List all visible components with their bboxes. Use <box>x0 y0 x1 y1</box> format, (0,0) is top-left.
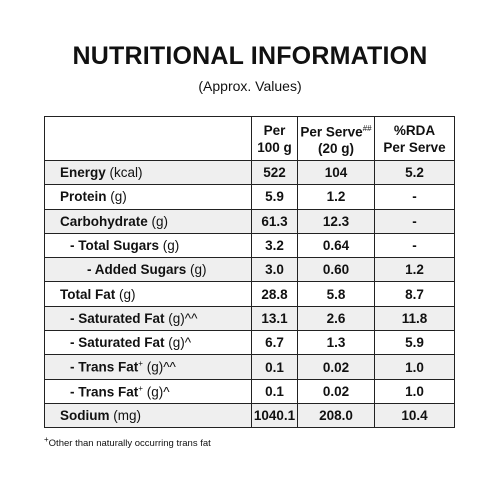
nutrient-name: - Trans Fat <box>70 384 139 400</box>
nutrient-unit: (g)^ <box>168 335 192 351</box>
nutrient-name: Energy <box>60 165 106 181</box>
nutrient-name: Total Fat <box>60 286 116 302</box>
nutrient-unit: (g)^^ <box>146 359 176 375</box>
nutrient-name: - Saturated Fat <box>70 335 165 351</box>
table-row: Total Fat (g) 28.8 5.8 8.7 <box>44 281 455 307</box>
row-label: - Trans Fat+ (g)^^ <box>44 354 252 380</box>
row-label: Protein (g) <box>44 184 252 210</box>
table-row: Sodium (mg) 1040.1 208.0 10.4 <box>44 402 455 429</box>
value-cell: 28.8 <box>251 281 298 307</box>
value-cell: 3.2 <box>251 232 298 259</box>
value-cell: 5.9 <box>251 184 298 210</box>
value-cell: 1.0 <box>374 378 455 404</box>
value-cell: 0.64 <box>297 232 375 259</box>
footnote: +Other than naturally occurring trans fa… <box>44 435 211 449</box>
nutrient-unit: (mg) <box>113 408 142 424</box>
table-row: - Trans Fat+ (g)^ 0.1 0.02 1.0 <box>44 378 455 404</box>
nutrient-unit: (g) <box>151 213 169 229</box>
column-header: Per 100 g <box>251 116 298 161</box>
nutrient-name: Protein <box>60 189 107 205</box>
value-cell: 12.3 <box>297 208 375 234</box>
nutrient-unit: (kcal) <box>109 165 143 181</box>
table-row: Energy (kcal) 522 104 5.2 <box>44 159 455 186</box>
row-label: Carbohydrate (g) <box>44 208 252 234</box>
value-cell: 522 <box>251 159 298 186</box>
row-label: - Saturated Fat (g)^^ <box>44 305 252 332</box>
value-cell: 0.60 <box>297 257 375 283</box>
value-cell: 0.1 <box>251 354 298 380</box>
value-cell: 208.0 <box>297 402 375 429</box>
value-cell: - <box>374 208 455 234</box>
value-cell: - <box>374 184 455 210</box>
corner-cell <box>44 116 252 161</box>
column-subtitle: Per Serve <box>383 139 446 155</box>
column-subtitle: (20 g) <box>317 141 354 157</box>
nutrient-sup: + <box>138 383 143 393</box>
value-cell: 11.8 <box>374 305 455 332</box>
subtitle: (Approx. Values) <box>198 78 302 94</box>
nutrient-unit: (g) <box>162 238 180 254</box>
table-row: - Added Sugars (g) 3.0 0.60 1.2 <box>44 257 455 283</box>
value-cell: 5.8 <box>297 281 375 307</box>
nutrient-name: - Total Sugars <box>70 238 160 254</box>
value-cell: - <box>374 232 455 259</box>
nutrient-name: - Added Sugars <box>87 262 187 278</box>
value-cell: 104 <box>297 159 375 186</box>
value-cell: 6.7 <box>251 330 298 356</box>
nutrient-unit: (g)^^ <box>168 310 198 326</box>
nutrient-name: Sodium <box>60 408 110 424</box>
title: NUTRITIONAL INFORMATION <box>72 42 428 70</box>
value-cell: 0.02 <box>297 378 375 404</box>
value-cell: 13.1 <box>251 305 298 332</box>
value-cell: 10.4 <box>374 402 455 429</box>
nutrient-unit: (g) <box>190 262 207 278</box>
row-label: Sodium (mg) <box>44 402 252 429</box>
nutrient-name: Carbohydrate <box>60 213 148 229</box>
nutrient-name: - Trans Fat <box>70 359 139 375</box>
value-cell: 8.7 <box>374 281 455 307</box>
header-row: Per 100 g Per Serve## (20 g) %RDA Per Serve <box>44 116 455 161</box>
nutrient-sup: + <box>138 359 143 369</box>
column-title: Per 100 g <box>257 122 292 155</box>
value-cell: 3.0 <box>251 257 298 283</box>
nutrient-unit: (g) <box>119 286 136 302</box>
column-title: %RDA <box>393 122 436 138</box>
column-header: Per Serve## (20 g) <box>297 116 375 161</box>
column-header: %RDA Per Serve <box>374 116 455 161</box>
table-row: - Total Sugars (g) 3.2 0.64- <box>44 232 455 259</box>
table-row: Carbohydrate (g) 61.3 12.3- <box>44 208 455 234</box>
table-row: - Saturated Fat (g)^^ 13.1 2.6 11.8 <box>44 305 455 332</box>
column-title: Per Serve <box>300 124 363 140</box>
value-cell: 5.9 <box>374 330 455 356</box>
table-row: Protein (g) 5.9 1.2- <box>44 184 455 210</box>
nutrient-name: - Saturated Fat <box>70 310 165 326</box>
table-row: - Trans Fat+ (g)^^ 0.1 0.02 1.0 <box>44 354 455 380</box>
column-sup: ## <box>362 123 372 133</box>
value-cell: 1040.1 <box>251 402 298 429</box>
row-label: Total Fat (g) <box>44 281 252 307</box>
row-label: - Saturated Fat (g)^ <box>44 330 252 356</box>
footnote-text: Other than naturally occurring trans fat <box>48 438 211 450</box>
value-cell: 5.2 <box>374 159 455 186</box>
footnote-mark: + <box>44 435 49 444</box>
row-label: - Total Sugars (g) <box>44 232 252 259</box>
value-cell: 61.3 <box>251 208 298 234</box>
value-cell: 1.3 <box>297 330 375 356</box>
value-cell: 2.6 <box>297 305 375 332</box>
value-cell: 1.2 <box>374 257 455 283</box>
nutrition-table: Per 100 g Per Serve## (20 g) %RDA Per Serve E… <box>44 116 455 429</box>
nutrient-unit: (g)^ <box>146 384 170 400</box>
value-cell: 1.0 <box>374 354 455 380</box>
value-cell: 0.02 <box>297 354 375 380</box>
row-label: - Added Sugars (g) <box>44 257 252 283</box>
nutrient-unit: (g) <box>110 189 127 205</box>
table-row: - Saturated Fat (g)^ 6.7 1.3 5.9 <box>44 330 455 356</box>
row-label: Energy (kcal) <box>44 159 252 186</box>
value-cell: 0.1 <box>251 378 298 404</box>
row-label: - Trans Fat+ (g)^ <box>44 378 252 404</box>
value-cell: 1.2 <box>297 184 375 210</box>
